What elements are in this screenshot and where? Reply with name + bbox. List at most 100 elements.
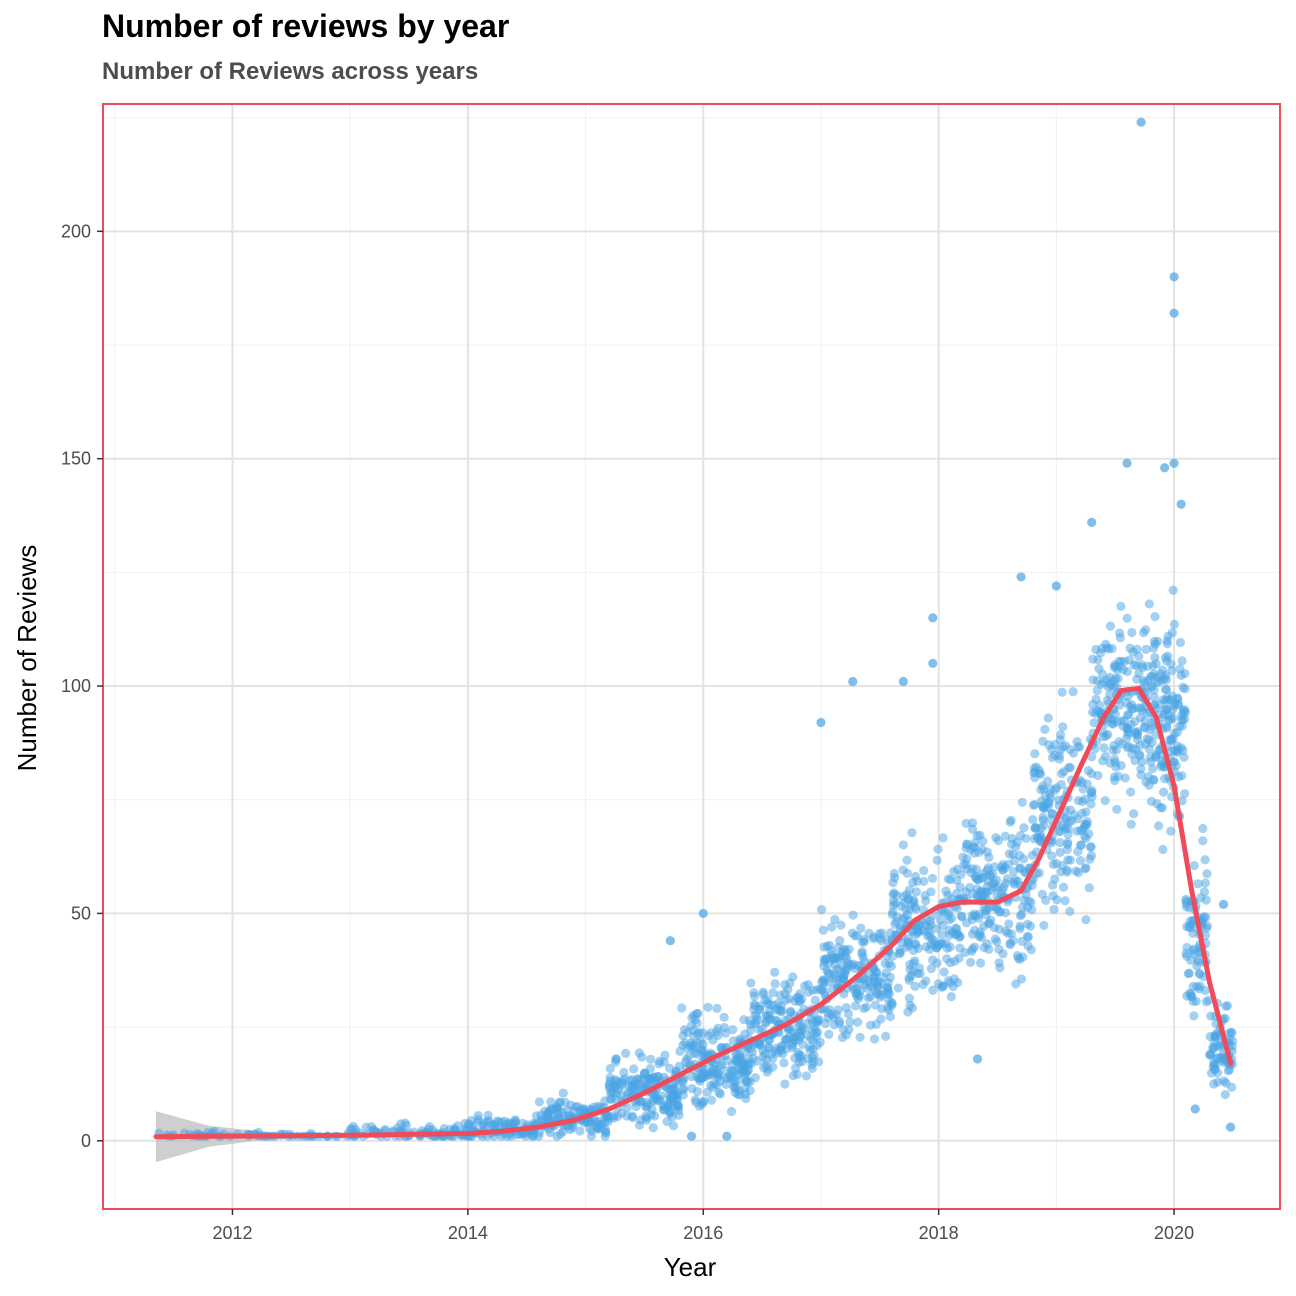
data-point bbox=[629, 1064, 639, 1074]
data-point bbox=[950, 930, 961, 940]
data-point bbox=[687, 1083, 697, 1094]
data-point bbox=[784, 994, 794, 1004]
data-point bbox=[1008, 935, 1018, 946]
data-point bbox=[783, 985, 793, 995]
data-point bbox=[876, 978, 886, 988]
data-point bbox=[919, 865, 929, 876]
data-point bbox=[534, 1097, 544, 1107]
data-point bbox=[1159, 787, 1169, 797]
data-point bbox=[715, 1089, 725, 1099]
data-point bbox=[1105, 621, 1116, 631]
data-point bbox=[1169, 619, 1179, 629]
data-point bbox=[995, 963, 1005, 973]
data-point bbox=[1126, 819, 1136, 829]
smooth-line bbox=[153, 685, 1234, 1140]
chart-title: Number of reviews by year bbox=[102, 8, 510, 44]
data-point bbox=[1106, 714, 1116, 724]
data-point bbox=[1019, 823, 1029, 833]
data-point bbox=[1147, 738, 1157, 748]
data-point bbox=[893, 983, 903, 993]
outlier-point bbox=[1169, 458, 1179, 468]
data-point bbox=[1122, 667, 1132, 677]
data-point bbox=[874, 929, 884, 939]
data-point bbox=[965, 957, 976, 967]
data-point bbox=[1021, 833, 1031, 844]
data-point bbox=[1005, 817, 1015, 827]
data-point bbox=[833, 1005, 843, 1015]
data-point bbox=[991, 833, 1001, 843]
data-point bbox=[842, 953, 852, 963]
data-point bbox=[659, 1057, 669, 1067]
data-point bbox=[840, 945, 850, 955]
data-point bbox=[1088, 699, 1098, 710]
data-point bbox=[1100, 795, 1110, 806]
data-point bbox=[621, 1048, 631, 1059]
outlier-point bbox=[1218, 899, 1229, 909]
data-point bbox=[728, 1036, 738, 1046]
data-point bbox=[634, 1048, 644, 1058]
data-point bbox=[668, 1121, 679, 1131]
y-tick-label: 200 bbox=[61, 221, 91, 241]
data-point bbox=[680, 1038, 690, 1048]
data-point bbox=[961, 843, 971, 853]
data-point bbox=[1060, 896, 1070, 906]
data-point bbox=[895, 947, 906, 958]
data-point bbox=[667, 1112, 678, 1122]
data-point bbox=[1075, 742, 1085, 752]
data-point bbox=[918, 979, 928, 990]
data-point bbox=[1157, 665, 1168, 675]
data-point bbox=[1058, 722, 1068, 732]
data-point bbox=[1120, 773, 1130, 783]
data-point bbox=[766, 1014, 776, 1025]
data-point bbox=[770, 979, 780, 989]
data-point bbox=[881, 1031, 891, 1041]
data-point bbox=[906, 970, 917, 981]
data-point bbox=[802, 1018, 812, 1029]
data-point bbox=[904, 993, 915, 1003]
data-point bbox=[1141, 777, 1151, 787]
data-point bbox=[876, 1014, 886, 1024]
data-point bbox=[1092, 676, 1103, 686]
data-point bbox=[672, 1101, 683, 1111]
data-point bbox=[855, 986, 865, 996]
data-point bbox=[1109, 772, 1120, 782]
data-point bbox=[1044, 740, 1054, 750]
data-point bbox=[1167, 628, 1177, 638]
data-point bbox=[550, 1113, 560, 1123]
data-point bbox=[703, 1002, 713, 1012]
data-point bbox=[1167, 666, 1177, 676]
data-point bbox=[586, 1131, 597, 1141]
data-point bbox=[908, 877, 918, 888]
data-point bbox=[853, 1017, 863, 1027]
data-point bbox=[567, 1123, 578, 1133]
data-point bbox=[1168, 585, 1178, 595]
data-point bbox=[690, 1048, 700, 1058]
data-point bbox=[887, 999, 897, 1009]
data-point bbox=[747, 1046, 757, 1057]
data-point bbox=[869, 1034, 880, 1044]
data-point bbox=[811, 1027, 821, 1037]
data-point bbox=[678, 1084, 688, 1095]
data-point bbox=[937, 930, 947, 940]
data-point bbox=[1155, 803, 1166, 813]
data-point bbox=[1203, 995, 1214, 1005]
data-point bbox=[1189, 860, 1199, 871]
data-point bbox=[709, 1058, 719, 1069]
outlier-point bbox=[1160, 463, 1170, 473]
data-point bbox=[746, 978, 756, 988]
data-point bbox=[1086, 842, 1096, 852]
data-point bbox=[1025, 921, 1036, 931]
data-point bbox=[729, 1081, 739, 1092]
data-point bbox=[1202, 869, 1212, 879]
data-point bbox=[483, 1116, 493, 1126]
data-point bbox=[888, 889, 898, 899]
data-point bbox=[712, 1069, 722, 1080]
data-point bbox=[763, 1042, 773, 1052]
data-point bbox=[770, 1046, 780, 1056]
data-point bbox=[536, 1114, 547, 1125]
data-point bbox=[1100, 751, 1111, 761]
data-point bbox=[1125, 643, 1135, 653]
data-point bbox=[605, 1076, 615, 1086]
data-point bbox=[781, 1034, 791, 1044]
data-point bbox=[1141, 644, 1151, 654]
